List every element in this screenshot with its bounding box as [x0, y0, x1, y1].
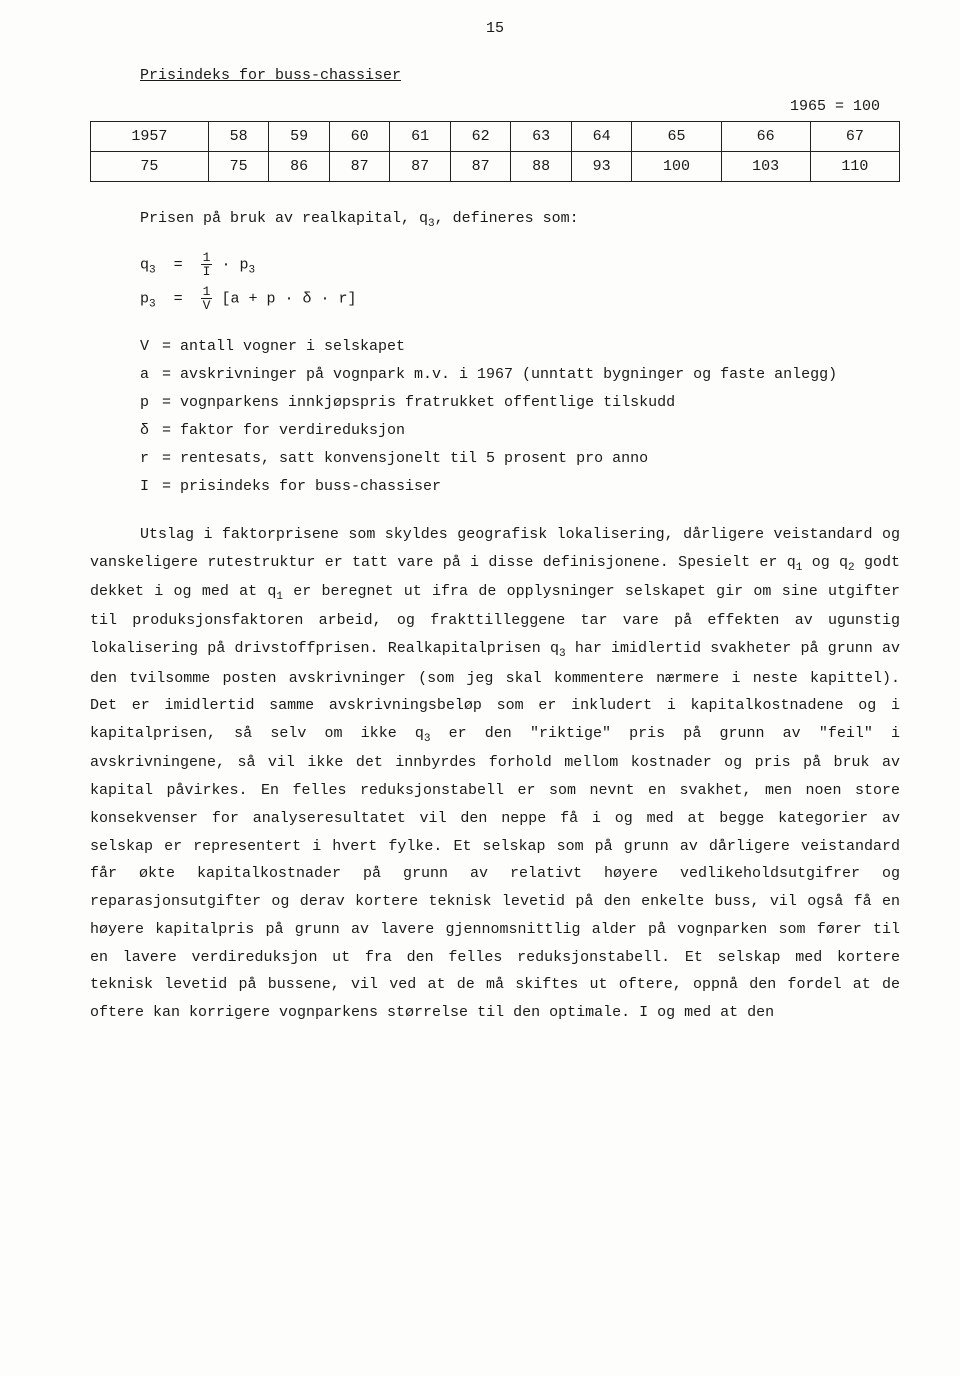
def-text: , defineres som:	[435, 210, 579, 227]
subscript: 3	[428, 218, 435, 230]
equals-sign: =	[162, 447, 180, 471]
table-row-years: 1957 58 59 60 61 62 63 64 65 66 67	[91, 122, 900, 152]
table-cell: 64	[571, 122, 632, 152]
table-cell: 86	[269, 152, 330, 182]
formula-lhs: p	[140, 290, 149, 307]
table-cell: 93	[571, 152, 632, 182]
numerator: 1	[201, 285, 213, 299]
var-symbol: p	[140, 391, 162, 415]
subscript: 2	[848, 562, 855, 574]
var-line: a = avskrivninger på vognpark m.v. i 196…	[140, 363, 900, 387]
table-row-values: 75 75 86 87 87 87 88 93 100 103 110	[91, 152, 900, 182]
body-text-span: og q	[802, 554, 848, 571]
table-cell: 87	[390, 152, 451, 182]
fraction: 1 I	[201, 251, 213, 278]
table-cell: 63	[511, 122, 572, 152]
subscript: 3	[149, 298, 156, 310]
denominator: V	[201, 299, 213, 312]
equals-sign: =	[162, 391, 180, 415]
table-cell: 110	[810, 152, 899, 182]
var-description: avskrivninger på vognpark m.v. i 1967 (u…	[180, 363, 900, 387]
var-line: V = antall vogner i selskapet	[140, 335, 900, 359]
formula-p3: p3 = 1 V [a + p · δ · r]	[140, 285, 900, 315]
formula-q3: q3 = 1 I · p3	[140, 251, 900, 281]
var-description: antall vogner i selskapet	[180, 335, 900, 359]
var-line: r = rentesats, satt konvensjonelt til 5 …	[140, 447, 900, 471]
table-cell: 75	[91, 152, 209, 182]
var-symbol: I	[140, 475, 162, 499]
fraction: 1 V	[201, 285, 213, 312]
var-line: δ = faktor for verdireduksjon	[140, 419, 900, 443]
subscript: 3	[559, 648, 566, 660]
body-text-span: Utslag i faktorprisene som skyldes geogr…	[90, 526, 900, 571]
table-cell: 59	[269, 122, 330, 152]
base-year-label: 1965 = 100	[90, 98, 900, 115]
var-line: I = prisindeks for buss-chassiser	[140, 475, 900, 499]
subscript: 3	[149, 264, 156, 276]
table-cell: 1957	[91, 122, 209, 152]
var-symbol: δ	[140, 419, 162, 443]
var-symbol: r	[140, 447, 162, 471]
page: 15 Prisindeks for buss-chassiser 1965 = …	[0, 0, 960, 1082]
var-symbol: a	[140, 363, 162, 387]
table-cell: 75	[208, 152, 269, 182]
page-number: 15	[90, 20, 900, 37]
var-symbol: V	[140, 335, 162, 359]
formula-tail: · p	[221, 256, 248, 273]
var-description: faktor for verdireduksjon	[180, 419, 900, 443]
table-cell: 61	[390, 122, 451, 152]
numerator: 1	[201, 251, 213, 265]
table-cell: 87	[329, 152, 390, 182]
equals-sign: =	[162, 475, 180, 499]
subscript: 1	[276, 591, 283, 603]
var-line: p = vognparkens innkjøpspris fratrukket …	[140, 391, 900, 415]
body-text-span: er den "riktige" pris på grunn av "feil"…	[90, 725, 900, 1021]
equals-sign: =	[162, 335, 180, 359]
table-cell: 65	[632, 122, 721, 152]
body-paragraph: Utslag i faktorprisene som skyldes geogr…	[90, 521, 900, 1027]
var-description: rentesats, satt konvensjonelt til 5 pros…	[180, 447, 900, 471]
var-description: prisindeks for buss-chassiser	[180, 475, 900, 499]
subscript: 3	[248, 264, 255, 276]
table-cell: 67	[810, 122, 899, 152]
table-cell: 87	[450, 152, 511, 182]
table-cell: 88	[511, 152, 572, 182]
table-cell: 60	[329, 122, 390, 152]
price-index-table: 1957 58 59 60 61 62 63 64 65 66 67 75 75…	[90, 121, 900, 182]
equals-sign: =	[162, 363, 180, 387]
section-title: Prisindeks for buss-chassiser	[140, 67, 900, 84]
table-cell: 66	[721, 122, 810, 152]
formula-bracket: [a + p · δ · r]	[221, 290, 356, 307]
table-cell: 103	[721, 152, 810, 182]
table-cell: 58	[208, 122, 269, 152]
def-text: Prisen på bruk av realkapital, q	[140, 210, 428, 227]
table-cell: 100	[632, 152, 721, 182]
table-cell: 62	[450, 122, 511, 152]
formula-lhs: q	[140, 256, 149, 273]
var-description: vognparkens innkjøpspris fratrukket offe…	[180, 391, 900, 415]
definition-intro: Prisen på bruk av realkapital, q3, defin…	[140, 208, 900, 233]
variable-definitions: V = antall vogner i selskapet a = avskri…	[140, 335, 900, 499]
equals-sign: =	[162, 419, 180, 443]
denominator: I	[201, 265, 213, 278]
